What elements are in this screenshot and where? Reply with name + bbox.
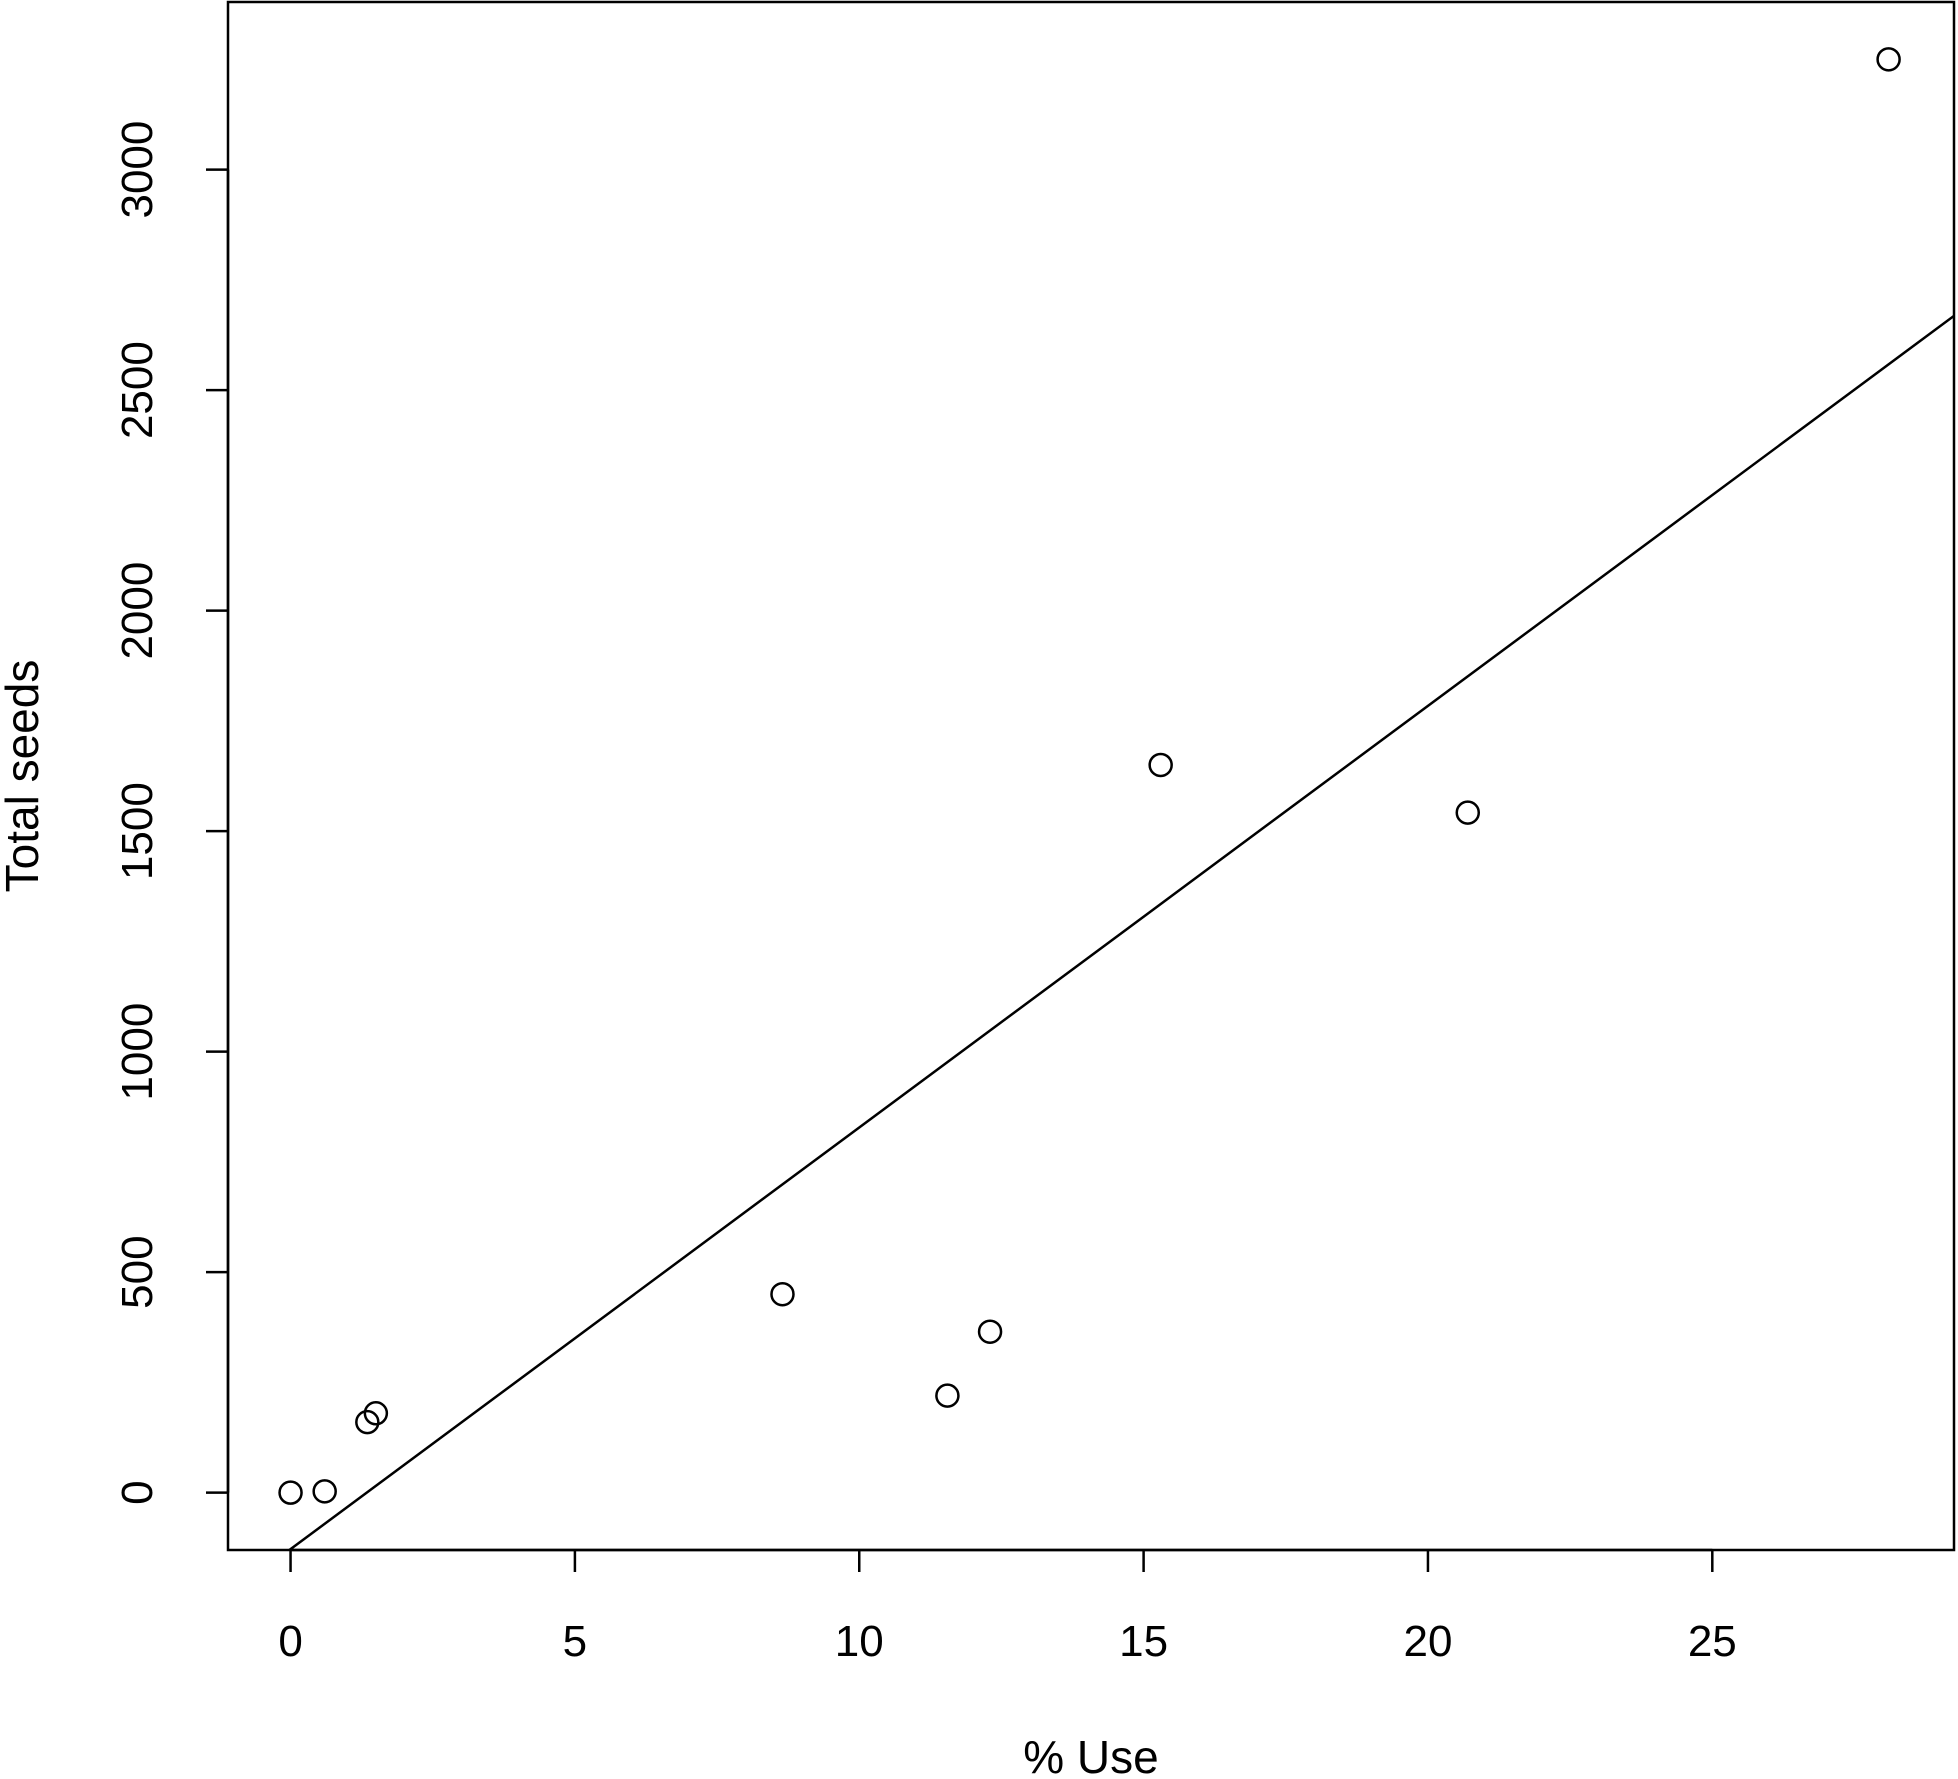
y-tick-label: 3000 — [113, 121, 162, 219]
data-point — [363, 1401, 389, 1426]
data-point — [1876, 47, 1901, 72]
y-tick-label: 0 — [113, 1480, 162, 1504]
data-point — [312, 1479, 337, 1504]
x-tick-label: 25 — [1688, 1617, 1737, 1666]
y-tick-label: 1500 — [113, 782, 162, 880]
x-axis-label: % Use — [1023, 1731, 1158, 1779]
plot-marks — [278, 47, 1954, 1550]
axes: 0 5 10 15 20 25 0 500 1000 1500 2000 2500 3000 — [113, 121, 1737, 1666]
x-tick-label: 10 — [835, 1617, 884, 1666]
data-point — [355, 1409, 380, 1435]
data-point — [1455, 800, 1481, 825]
plot-frame — [226, 0, 1956, 1552]
y-tick-label: 500 — [113, 1235, 162, 1308]
x-tick-label: 20 — [1403, 1617, 1452, 1666]
y-tick-label: 2500 — [113, 341, 162, 439]
data-point — [278, 1480, 303, 1505]
y-axis-label: Total seeds — [0, 660, 48, 893]
x-tick-label: 0 — [278, 1617, 302, 1666]
data-point — [935, 1383, 960, 1408]
data-point — [1148, 752, 1173, 778]
data-point — [770, 1281, 795, 1307]
data-point — [977, 1319, 1003, 1344]
x-tick-label: 15 — [1119, 1617, 1168, 1666]
regression-line — [287, 314, 1954, 1550]
y-tick-label: 2000 — [113, 562, 162, 660]
y-tick-label: 1000 — [113, 1003, 162, 1101]
x-tick-label: 5 — [563, 1617, 587, 1666]
